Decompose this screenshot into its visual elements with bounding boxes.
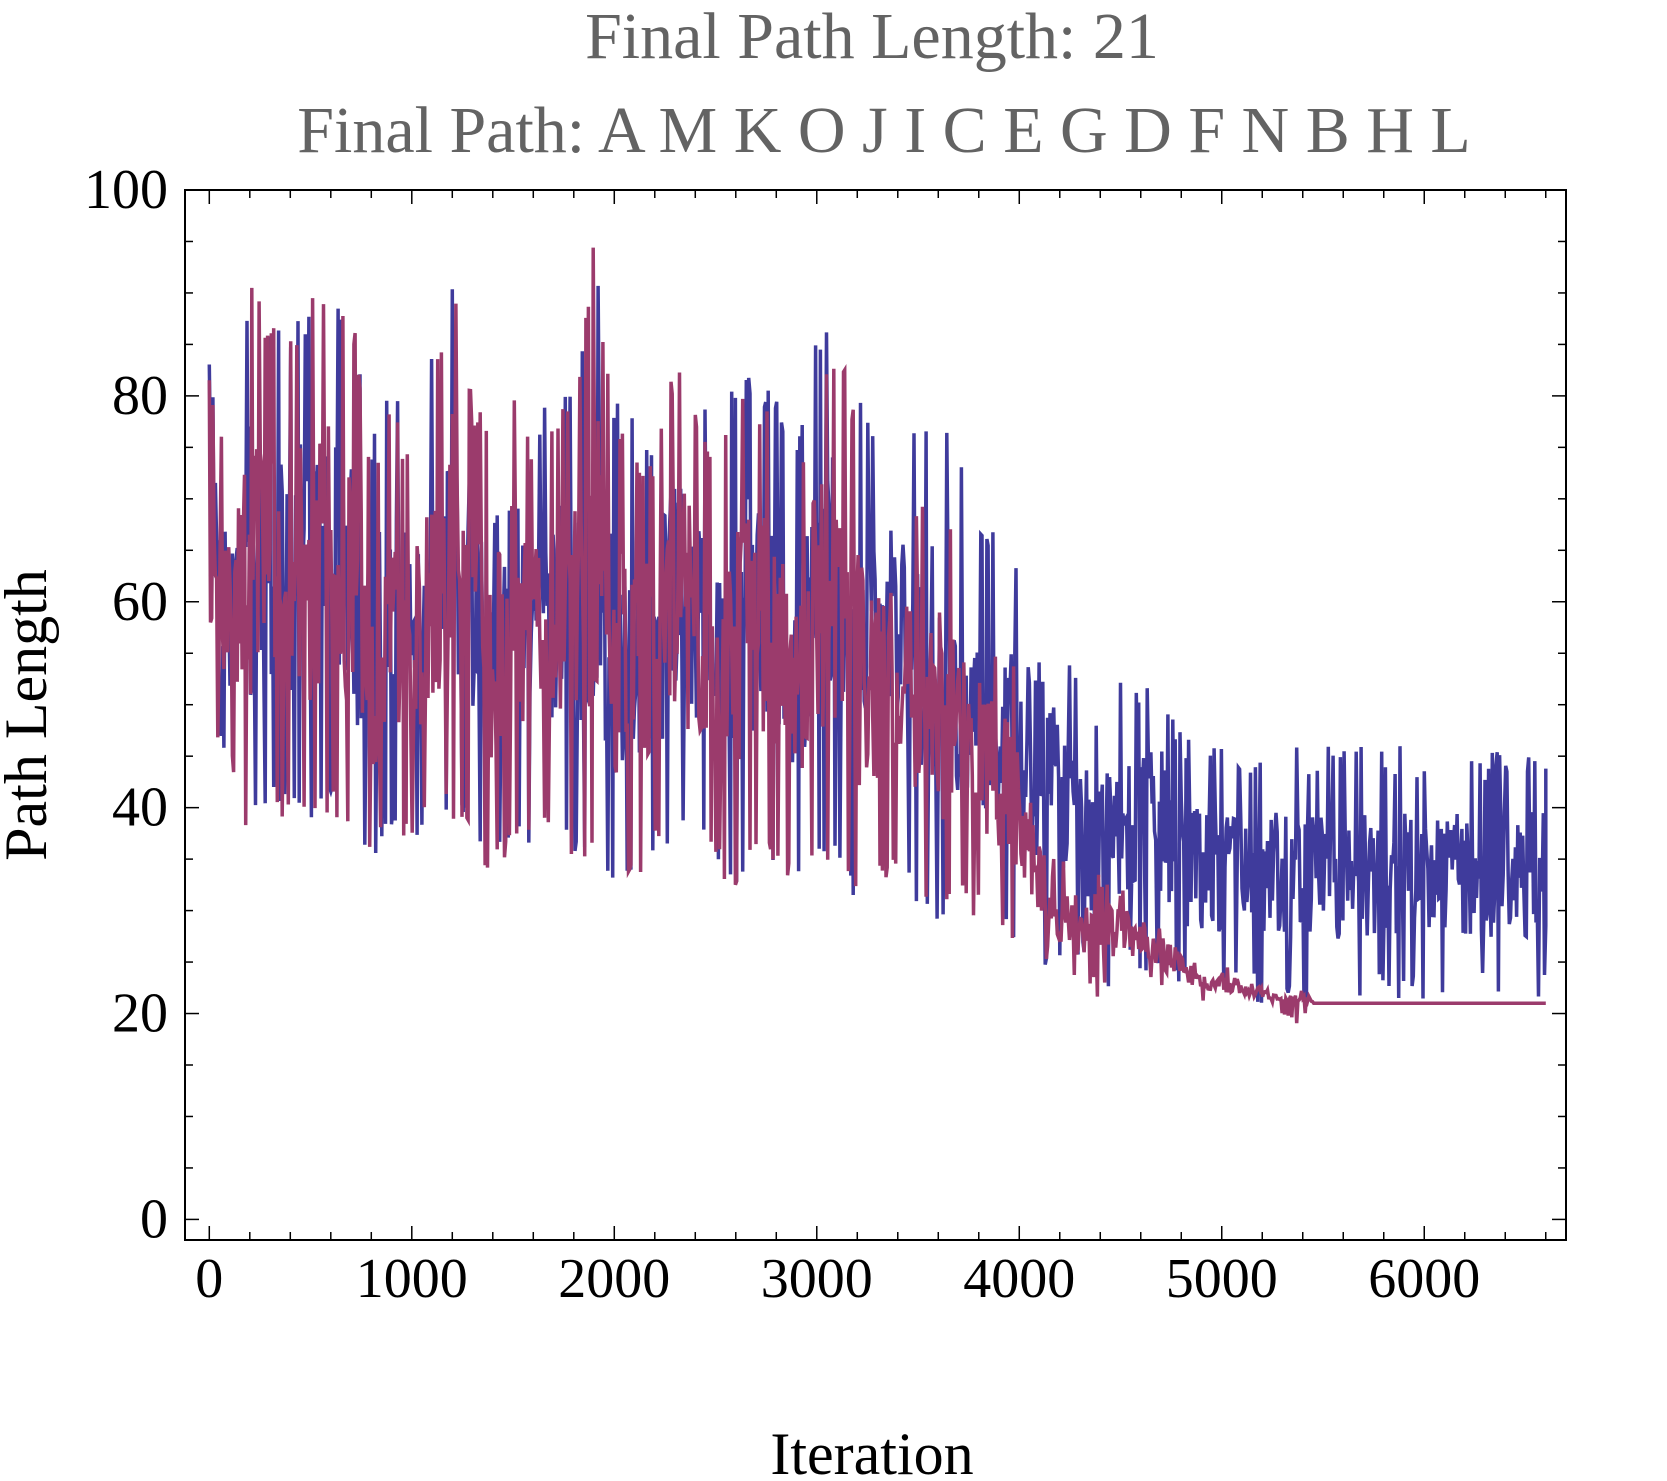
x-tick-label: 0 <box>195 1248 223 1310</box>
x-tick-label: 5000 <box>1166 1248 1278 1310</box>
series-layer <box>207 247 1548 1024</box>
chart-subtitle: Final Path: A M K O J I C E G D F N B H … <box>297 94 1470 167</box>
chart-title: Final Path Length: 21 <box>585 0 1159 73</box>
x-axis-label: Iteration <box>770 1421 973 1481</box>
x-tick-label: 6000 <box>1368 1248 1480 1310</box>
series-2-line <box>207 247 1546 1024</box>
tick-labels: 0 1000 2000 3000 4000 5000 6000 0 20 40 60 80 100 <box>84 159 1480 1310</box>
x-tick-label: 2000 <box>558 1248 670 1310</box>
y-axis-label: Path Length <box>0 569 59 861</box>
plot-frame <box>184 189 1567 1241</box>
x-tick-label: 1000 <box>356 1248 468 1310</box>
y-tick-label: 80 <box>112 365 168 427</box>
y-tick-label: 60 <box>112 571 168 633</box>
x-tick-label: 4000 <box>963 1248 1075 1310</box>
y-tick-label: 100 <box>84 159 168 221</box>
y-tick-label: 40 <box>112 777 168 839</box>
y-tick-label: 20 <box>112 983 168 1045</box>
y-tick-label: 0 <box>140 1188 168 1250</box>
x-tick-label: 3000 <box>761 1248 873 1310</box>
ticks-layer <box>185 189 1566 1240</box>
